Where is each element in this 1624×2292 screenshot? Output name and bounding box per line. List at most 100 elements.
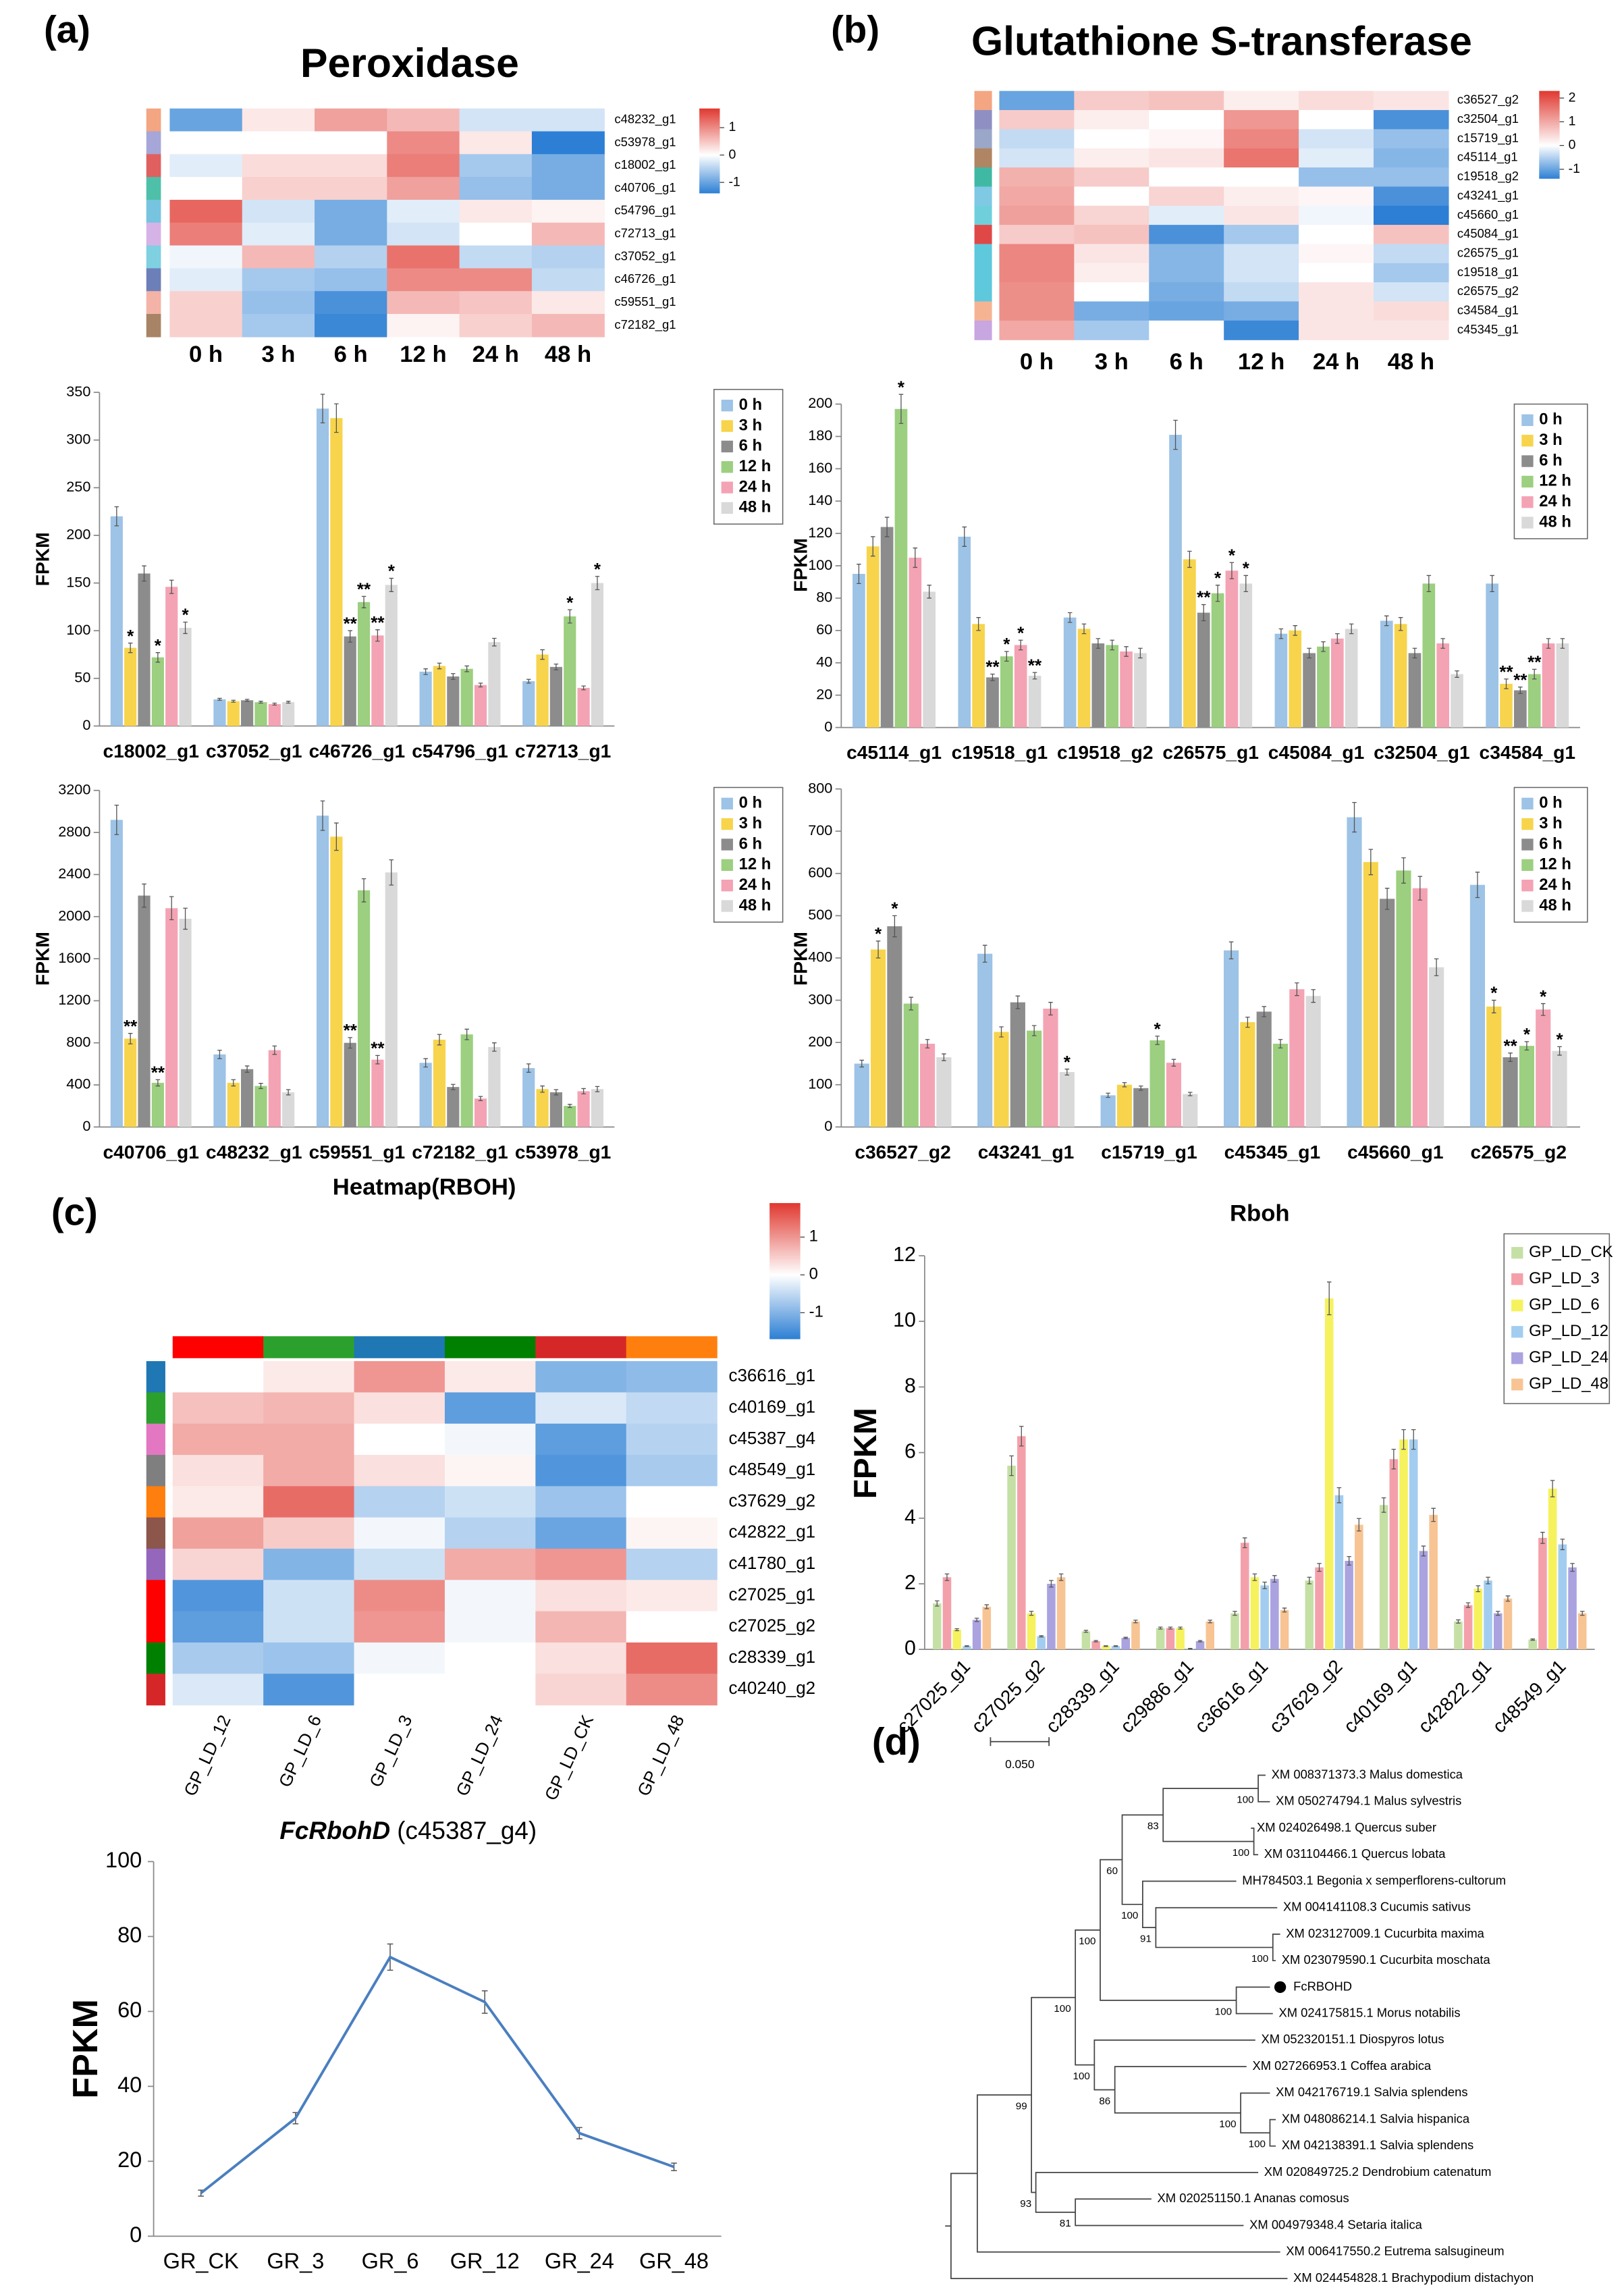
error-bar [898, 394, 904, 424]
error-bar [423, 1058, 428, 1068]
error-bar [1004, 651, 1009, 662]
error-bar [526, 1063, 531, 1073]
bar [227, 1082, 240, 1127]
error-bar [1412, 647, 1417, 659]
x-tick-label: c45114_g1 [846, 741, 942, 763]
bar [522, 681, 535, 726]
y-tick-label: 800 [808, 779, 832, 796]
error-bar [478, 683, 483, 688]
line [200, 1955, 675, 2195]
legend-label: 12 h [1539, 472, 1571, 490]
leaf-label: XM 020251150.1 Ananas comosus [1158, 2191, 1349, 2205]
legend-label: 3 h [739, 814, 762, 832]
error-bar [320, 800, 325, 831]
heatmap-cell [1224, 263, 1299, 283]
error-bar [1384, 888, 1390, 910]
legend-box [1503, 1233, 1611, 1404]
significance-label: ** [1028, 655, 1042, 675]
error-bar [217, 697, 222, 701]
row-label: c72713_g1 [614, 226, 676, 241]
heatmap-cell [169, 314, 243, 338]
error-bar [375, 1055, 380, 1065]
heatmap-cell [242, 222, 315, 246]
heatmap-cell [169, 177, 243, 201]
significance-label: * [891, 899, 898, 919]
y-tick-label: 40 [117, 2073, 142, 2097]
heatmap-cell [1299, 148, 1374, 168]
y-tick-label: 300 [66, 431, 90, 448]
significance-label: ** [1499, 662, 1513, 682]
row-label: c45345_g1 [1457, 322, 1519, 337]
heatmap-cell [999, 225, 1075, 245]
heatmap-cell [1074, 90, 1149, 111]
heatmap-cell [444, 1392, 536, 1424]
significance-label: * [155, 635, 162, 656]
leaf-label: XM 024175815.1 Morus notabilis [1278, 2006, 1460, 2020]
error-bar [1262, 1581, 1267, 1589]
heatmap-cell [169, 199, 243, 223]
bar [1577, 1613, 1587, 1650]
error-bar [286, 1089, 291, 1096]
bootstrap-value: 83 [1147, 1821, 1159, 1832]
heatmap-cell [387, 177, 460, 201]
bar [1156, 1628, 1165, 1650]
legend-label: 12 h [1539, 855, 1571, 874]
bar [994, 1032, 1009, 1127]
heatmap-cell [459, 268, 533, 292]
row-color-strip [974, 167, 992, 188]
legend-label: 3 h [1539, 814, 1562, 832]
row-color-strip [146, 222, 161, 246]
leaf-label: XM 024454828.1 Brachypodium distachyon [1293, 2270, 1534, 2285]
row-color-strip [974, 90, 992, 111]
error-bar [169, 896, 174, 921]
bar [110, 516, 123, 726]
bar [549, 666, 562, 726]
heatmap-cell [315, 177, 387, 201]
bar [1363, 861, 1378, 1127]
heatmap-cell [263, 1423, 355, 1456]
heatmap-cell [1224, 244, 1299, 264]
heatmap-cell [172, 1548, 264, 1580]
bar [1503, 1598, 1513, 1650]
heatmap-cell [242, 268, 315, 292]
row-label: c54796_g1 [614, 203, 676, 218]
bar [1289, 630, 1302, 728]
leaf-label: XM 048086214.1 Salvia hispanica [1282, 2111, 1470, 2125]
colorbar [769, 1203, 801, 1339]
error-bar [1381, 1497, 1386, 1513]
bar [1077, 629, 1091, 728]
bar [460, 668, 473, 726]
heatmap-cell [1074, 301, 1149, 321]
error-bar [1018, 639, 1023, 651]
row-color-strip [974, 186, 992, 207]
significance-label: * [566, 592, 574, 612]
x-tick-label: c36616_g1 [1190, 1655, 1272, 1737]
error-bar [1307, 1576, 1312, 1584]
error-bar [935, 1600, 940, 1607]
heatmap-cell [387, 314, 460, 338]
error-bar [1349, 623, 1354, 635]
error-bar [492, 637, 497, 647]
bar [1345, 629, 1358, 728]
x-tick-label: c37629_g2 [1265, 1655, 1347, 1737]
significance-label: ** [1513, 670, 1527, 690]
heatmap-cell [999, 205, 1075, 225]
error-bar [871, 536, 875, 557]
bar [1280, 1609, 1289, 1650]
error-bar [1311, 989, 1316, 1003]
bootstrap-value: 93 [1020, 2198, 1031, 2210]
heatmap-cell [1373, 129, 1449, 149]
error-bar [1357, 1518, 1361, 1532]
row-color-strip [974, 129, 992, 149]
column-label: GP_LD_3 [365, 1712, 416, 1790]
error-bar [1508, 1052, 1513, 1062]
row-label: c15719_g1 [1457, 130, 1519, 145]
heatmap-cell [1149, 263, 1224, 283]
heatmap-cell [459, 245, 533, 269]
heatmap-cell [999, 282, 1075, 302]
heatmap-cell [535, 1517, 627, 1549]
column-label: 3 h [261, 342, 295, 367]
legend-swatch [721, 900, 733, 912]
error-bar [1215, 585, 1220, 602]
error-bar [259, 701, 263, 704]
